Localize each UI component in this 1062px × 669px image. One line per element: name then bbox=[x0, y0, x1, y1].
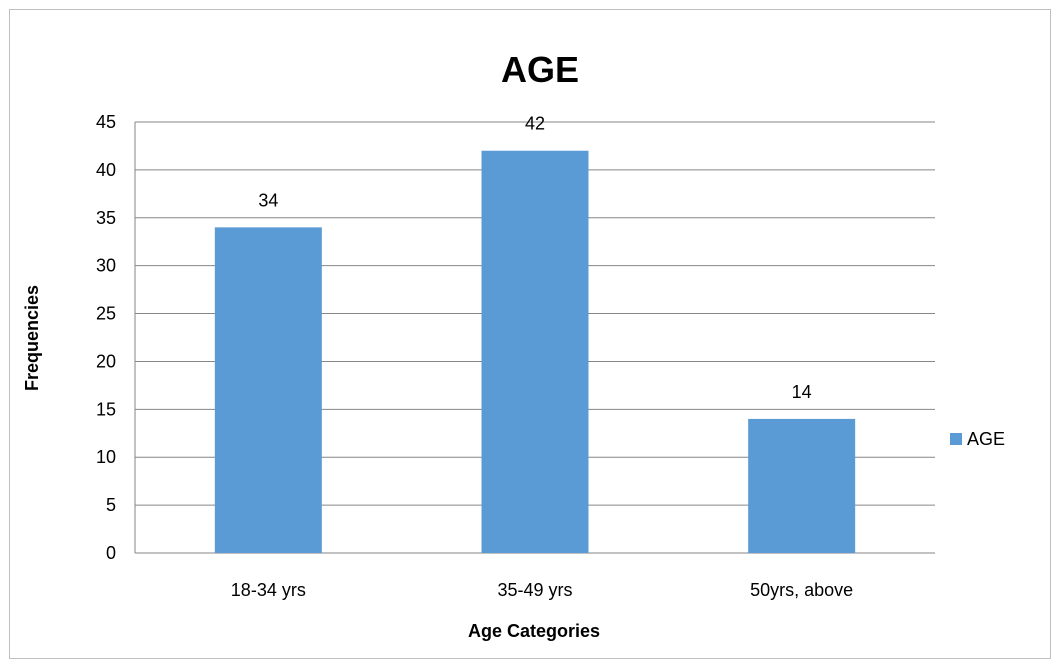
y-axis-title: Frequencies bbox=[22, 285, 42, 391]
data-labels: 34 42 14 bbox=[258, 114, 811, 402]
chart-title: AGE bbox=[501, 49, 579, 90]
y-tick-label: 35 bbox=[96, 208, 116, 228]
legend: AGE bbox=[950, 429, 1005, 449]
y-axis-ticks: 0 5 10 15 20 25 30 35 40 45 bbox=[96, 112, 116, 563]
y-tick-label: 15 bbox=[96, 399, 116, 419]
y-tick-label: 40 bbox=[96, 160, 116, 180]
y-tick-label: 10 bbox=[96, 447, 116, 467]
x-tick-label: 35-49 yrs bbox=[497, 580, 572, 600]
data-label: 34 bbox=[258, 190, 278, 210]
x-tick-label: 50yrs, above bbox=[750, 580, 853, 600]
data-label: 42 bbox=[525, 114, 545, 134]
y-tick-label: 20 bbox=[96, 351, 116, 371]
x-axis-ticks: 18-34 yrs 35-49 yrs 50yrs, above bbox=[231, 580, 853, 600]
data-label: 14 bbox=[792, 382, 812, 402]
y-tick-label: 0 bbox=[106, 543, 116, 563]
bar-1 bbox=[481, 150, 589, 553]
y-tick-label: 30 bbox=[96, 256, 116, 276]
y-tick-label: 45 bbox=[96, 112, 116, 132]
x-axis-title: Age Categories bbox=[468, 621, 600, 641]
y-tick-label: 5 bbox=[106, 495, 116, 515]
y-tick-label: 25 bbox=[96, 304, 116, 324]
legend-swatch bbox=[950, 433, 962, 445]
bar-2 bbox=[748, 418, 856, 553]
bars bbox=[214, 150, 856, 553]
x-tick-label: 18-34 yrs bbox=[231, 580, 306, 600]
bar-0 bbox=[214, 227, 322, 553]
legend-label: AGE bbox=[967, 429, 1005, 449]
